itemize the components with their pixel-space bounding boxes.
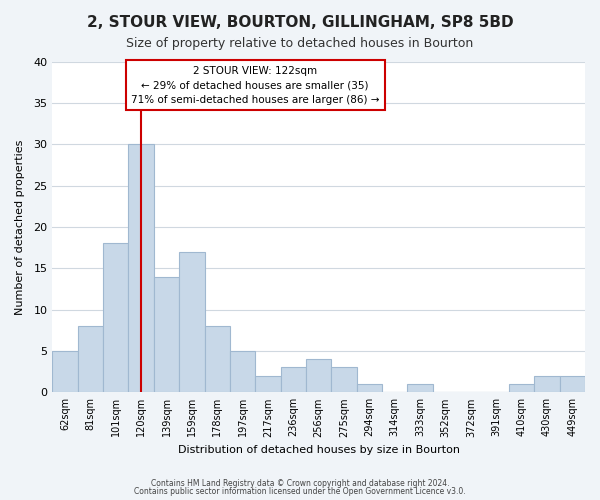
X-axis label: Distribution of detached houses by size in Bourton: Distribution of detached houses by size … — [178, 445, 460, 455]
Y-axis label: Number of detached properties: Number of detached properties — [15, 139, 25, 314]
Text: Contains public sector information licensed under the Open Government Licence v3: Contains public sector information licen… — [134, 487, 466, 496]
Bar — [205, 326, 230, 392]
Bar — [509, 384, 534, 392]
Bar — [103, 244, 128, 392]
Bar — [534, 376, 560, 392]
Bar — [179, 252, 205, 392]
Bar — [281, 368, 306, 392]
Bar — [128, 144, 154, 392]
Bar — [230, 351, 255, 393]
Bar — [255, 376, 281, 392]
Bar — [560, 376, 585, 392]
Bar — [331, 368, 357, 392]
Text: Size of property relative to detached houses in Bourton: Size of property relative to detached ho… — [127, 38, 473, 51]
Bar — [306, 359, 331, 392]
Bar — [357, 384, 382, 392]
Bar — [77, 326, 103, 392]
Text: 2, STOUR VIEW, BOURTON, GILLINGHAM, SP8 5BD: 2, STOUR VIEW, BOURTON, GILLINGHAM, SP8 … — [86, 15, 514, 30]
Bar — [407, 384, 433, 392]
Bar — [52, 351, 77, 393]
Text: 2 STOUR VIEW: 122sqm
← 29% of detached houses are smaller (35)
71% of semi-detac: 2 STOUR VIEW: 122sqm ← 29% of detached h… — [131, 66, 379, 105]
Bar — [154, 276, 179, 392]
Text: Contains HM Land Registry data © Crown copyright and database right 2024.: Contains HM Land Registry data © Crown c… — [151, 478, 449, 488]
